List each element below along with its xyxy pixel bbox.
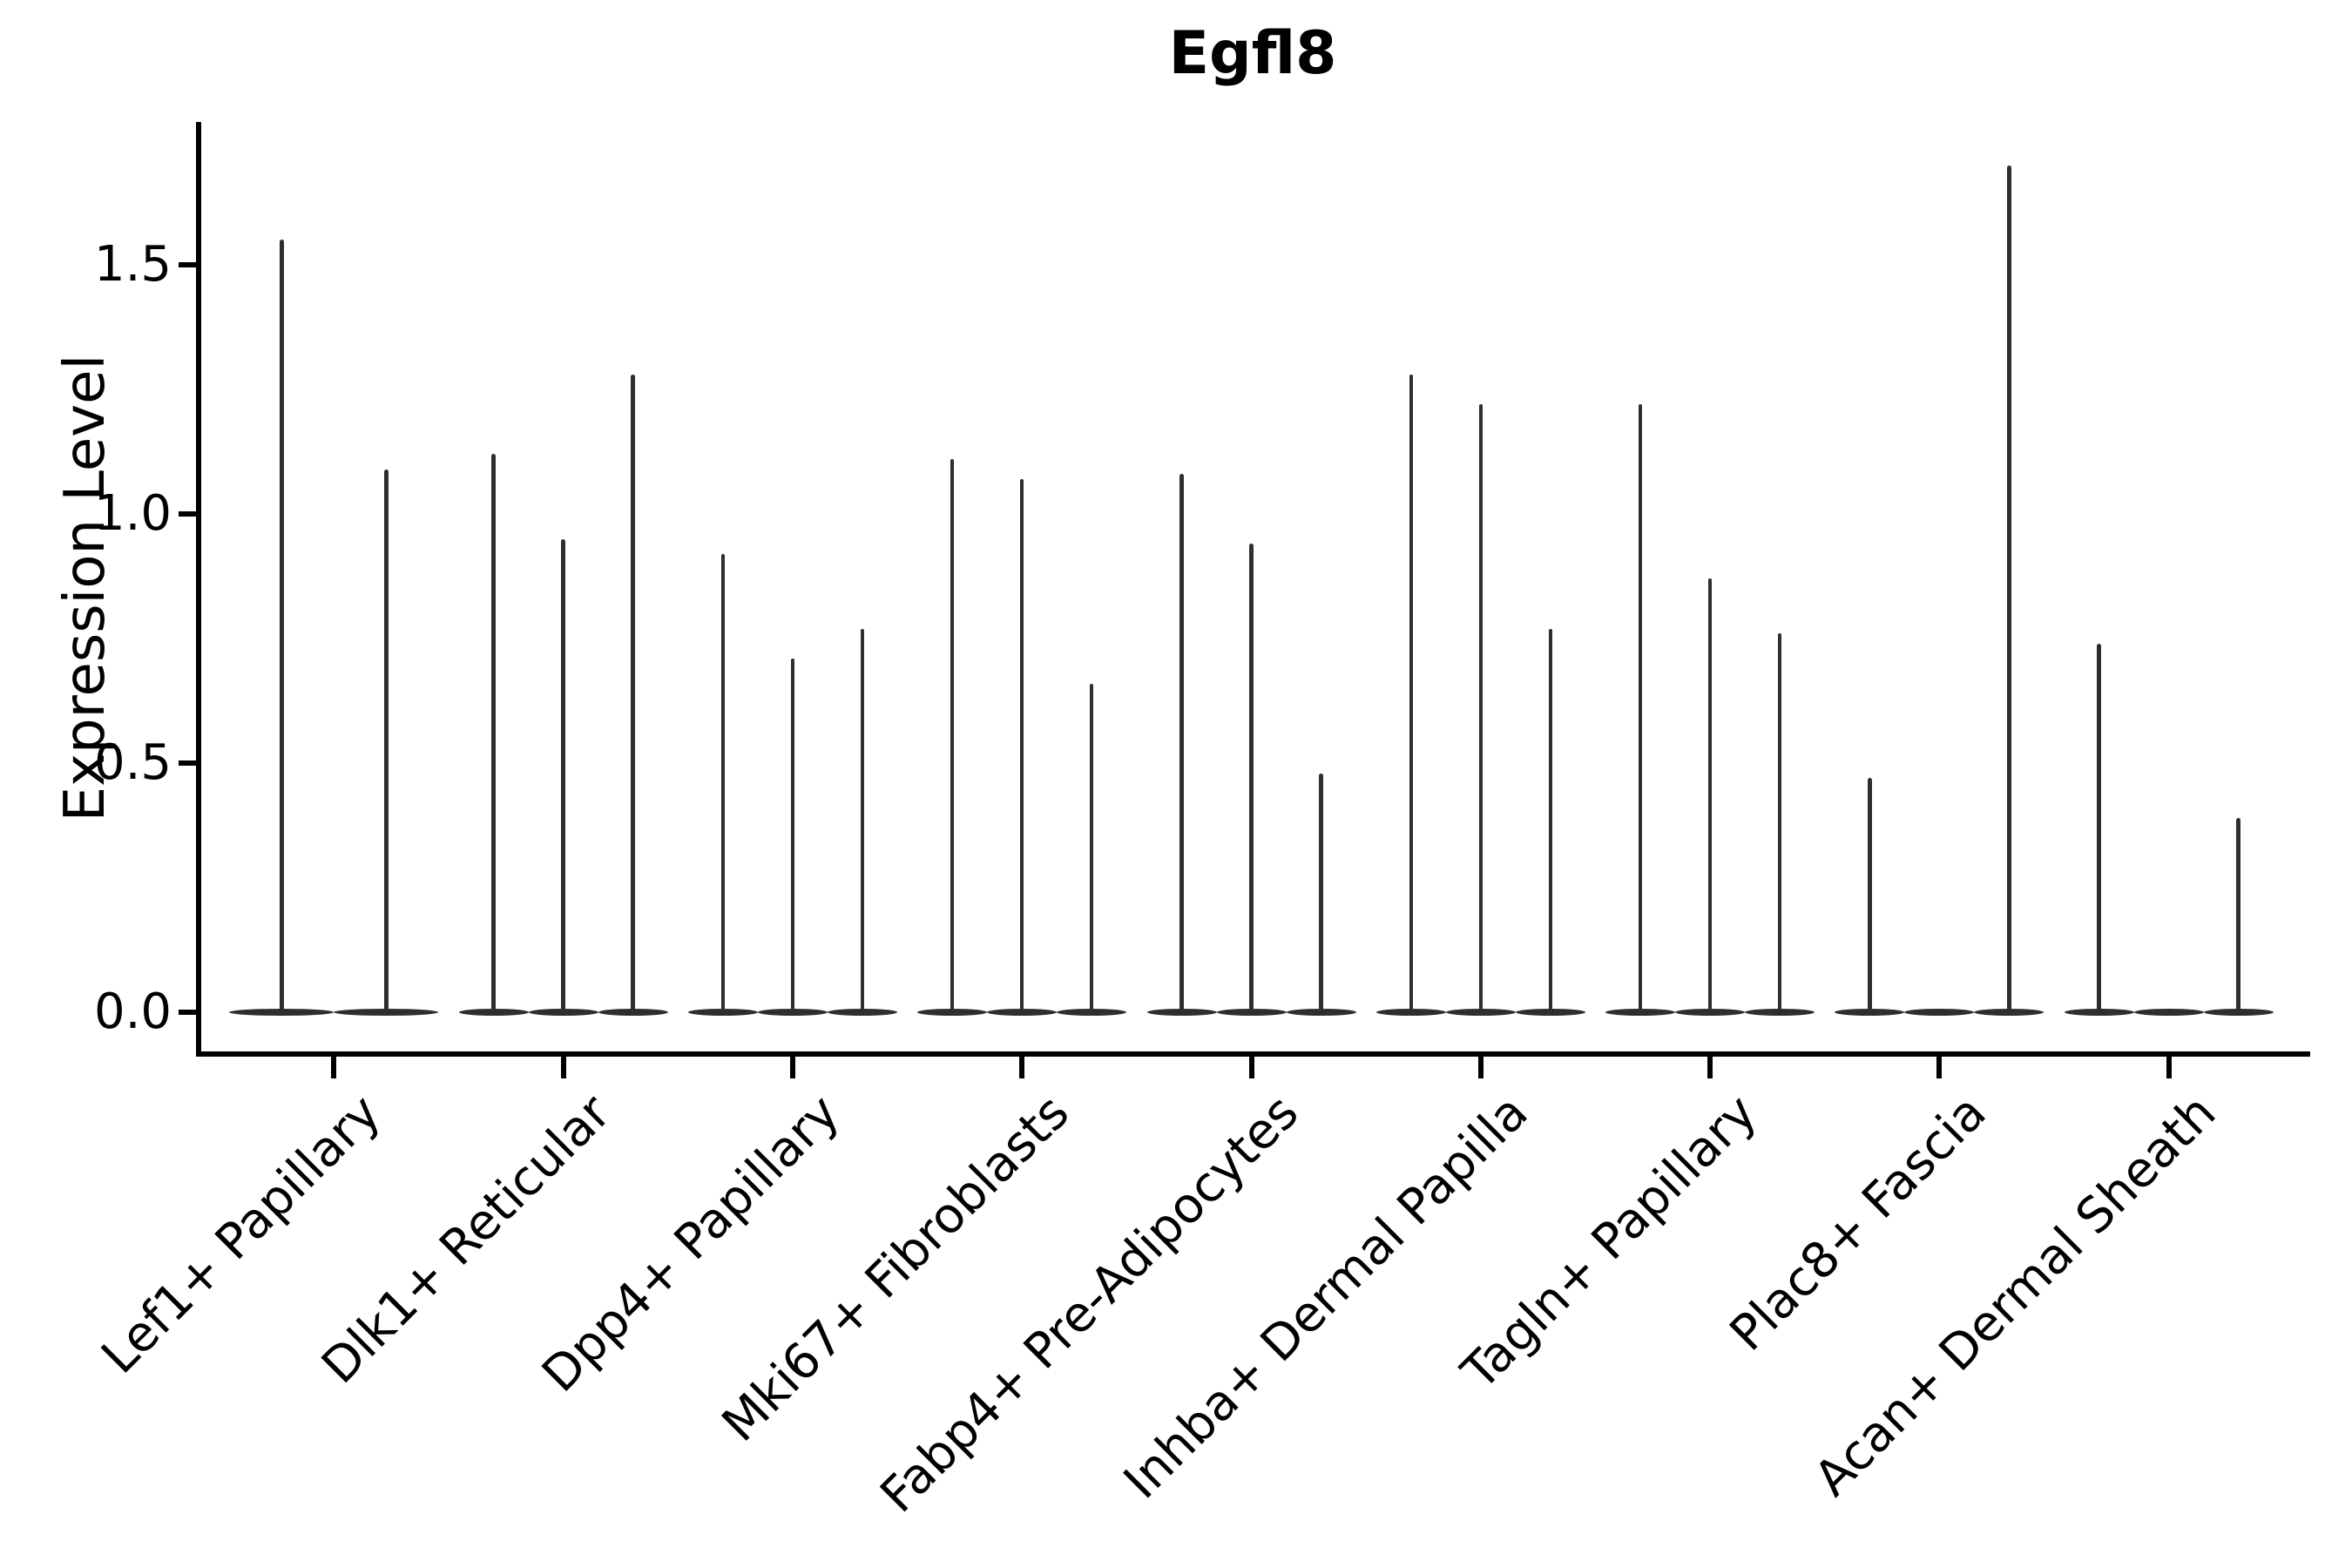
violin-spike [1868,778,1872,1017]
x-tick-label: Inhba+ Dermal Papilla [1112,1084,1539,1511]
violin-body [1904,1009,1975,1017]
x-tick-label: Acan+ Dermal Sheath [1803,1084,2227,1508]
violin-spike [860,628,865,1017]
chart-title: Egfl8 [1168,19,1337,88]
y-axis-spine [196,122,201,1057]
violin-spike [491,454,496,1017]
x-tick [1707,1057,1713,1078]
x-tick [1477,1057,1484,1078]
y-tick [179,262,196,267]
violin-spike [384,469,389,1017]
y-tick [179,511,196,517]
y-tick [179,760,196,767]
x-tick [1936,1057,1943,1078]
y-tick [179,1010,196,1016]
violin-spike [1777,633,1782,1017]
violin-spike [1548,628,1553,1017]
violin-body [2133,1009,2204,1017]
x-tick [331,1057,337,1078]
violin-spike [1707,578,1713,1017]
violin-spike [1638,404,1643,1017]
violin-spike [2007,165,2011,1017]
violin-spike [561,538,565,1017]
violin-spike [1019,479,1024,1017]
y-tick-label: 1.0 [93,485,172,543]
x-tick [789,1057,795,1078]
x-tick-label: Fabp4+ Pre-Adipocytes [869,1084,1310,1524]
violin-spike [790,659,795,1017]
y-tick-label: 1.5 [93,236,172,293]
violin-spike [1089,683,1094,1017]
y-tick-label: 0.5 [93,734,172,792]
y-tick-label: 0.0 [93,983,172,1041]
violin-spike [631,374,635,1017]
violin-spike [2097,643,2101,1017]
x-tick [560,1057,566,1078]
violin-spike [1249,544,1254,1017]
violin-spike [1179,474,1184,1017]
violin-spike [2236,818,2240,1017]
x-axis-spine [196,1051,2310,1057]
violin-spike [1478,404,1484,1017]
violin-spike [1319,773,1323,1017]
violin-spike [280,240,284,1017]
violin-spike [1409,374,1414,1017]
x-tick [2166,1057,2172,1078]
violin-spike [720,553,726,1017]
violin-spike [950,459,955,1017]
x-tick [1248,1057,1254,1078]
x-tick [1019,1057,1025,1078]
